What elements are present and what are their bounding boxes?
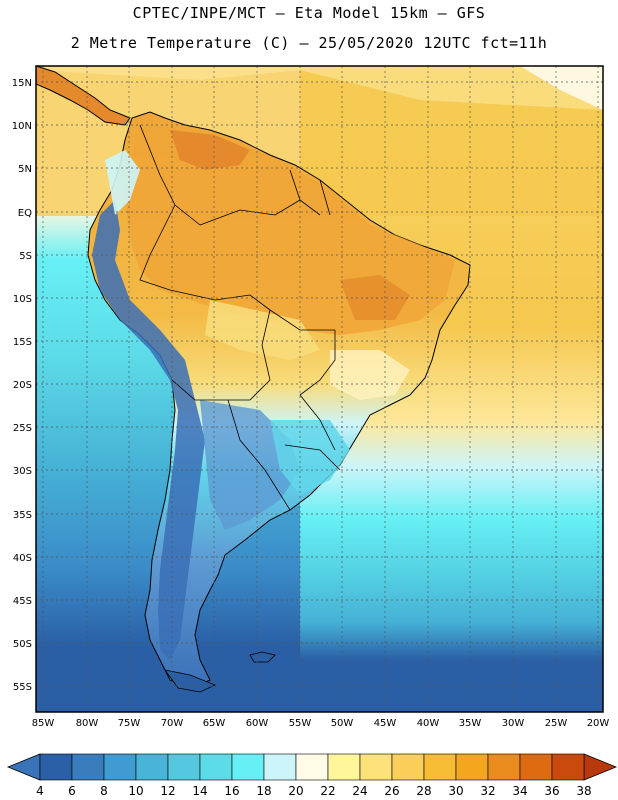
longitude-axis: 85W 80W 75W 70W 65W 60W 55W 50W 45W 40W …: [32, 718, 610, 729]
colorbar-label: 14: [192, 784, 207, 798]
colorbar-cell: [71, 753, 105, 781]
lat-tick: 10N: [12, 121, 32, 132]
colorbar-cell: [359, 753, 393, 781]
lon-tick: 80W: [76, 718, 99, 729]
lat-tick: EQ: [18, 208, 32, 219]
colorbar-label: 34: [512, 784, 527, 798]
colorbar-label: 22: [320, 784, 335, 798]
map-title-line2: 2 Metre Temperature (C) – 25/05/2020 12U…: [70, 34, 548, 52]
colorbar-cell: [39, 753, 73, 781]
lat-tick: 40S: [13, 553, 32, 564]
colorbar-cell: [263, 753, 297, 781]
lon-tick: 30W: [502, 718, 525, 729]
colorbar-cell: [295, 753, 329, 781]
falkland-islands: [249, 651, 276, 663]
lat-tick: 15N: [12, 78, 32, 89]
colorbar-high-arrow: [583, 753, 618, 781]
colorbar-cell: [167, 753, 201, 781]
lon-tick: 55W: [289, 718, 312, 729]
colorbar-cell: [103, 753, 137, 781]
colorbar-cell: [199, 753, 233, 781]
colorbar-cell: [423, 753, 457, 781]
tierra-del-fuego: [164, 669, 217, 693]
lon-tick: 85W: [32, 718, 55, 729]
colorbar-label: 6: [68, 784, 76, 798]
lat-tick: 50S: [13, 639, 32, 650]
colorbar-label: 20: [288, 784, 303, 798]
map-area: [36, 66, 603, 712]
lon-tick: 20W: [587, 718, 610, 729]
lon-tick: 50W: [331, 718, 354, 729]
colorbar-cell: [487, 753, 521, 781]
colorbar-cell: [391, 753, 425, 781]
colorbar-label: 36: [544, 784, 559, 798]
lon-tick: 70W: [161, 718, 184, 729]
lat-tick: 55S: [13, 682, 32, 693]
lat-tick: 25S: [13, 423, 32, 434]
colorbar-label: 18: [256, 784, 271, 798]
lon-tick: 35W: [459, 718, 482, 729]
lon-tick: 65W: [203, 718, 226, 729]
colorbar-cell: [327, 753, 361, 781]
lon-tick: 60W: [246, 718, 269, 729]
map-title-line1: CPTEC/INPE/MCT – Eta Model 15km – GFS: [132, 4, 486, 22]
colorbar-cell: [455, 753, 489, 781]
lon-tick: 25W: [545, 718, 568, 729]
colorbar-label: 30: [448, 784, 463, 798]
lat-tick: 10S: [13, 294, 32, 305]
map-frame: [35, 65, 604, 713]
country-borders: [139, 124, 341, 511]
colorbar-label: 8: [100, 784, 108, 798]
lat-tick: 30S: [13, 466, 32, 477]
colorbar-cell: [519, 753, 553, 781]
lat-tick: 5S: [19, 251, 32, 262]
colorbar-label: 4: [36, 784, 44, 798]
colorbar-cell: [135, 753, 169, 781]
colorbar-label: 24: [352, 784, 367, 798]
colorbar-label: 38: [576, 784, 591, 798]
latitude-axis: 15N 10N 5N EQ 5S 10S 15S 20S 25S 30S 35S…: [12, 78, 32, 693]
colorbar-cell: [231, 753, 265, 781]
colorbar-low-arrow: [6, 753, 41, 781]
colorbar-label: 16: [224, 784, 239, 798]
colorbar-label: 32: [480, 784, 495, 798]
colorbar-cell: [551, 753, 585, 781]
lat-tick: 45S: [13, 596, 32, 607]
colorbar-label: 26: [384, 784, 399, 798]
lat-tick: 35S: [13, 510, 32, 521]
central-america-land: [36, 66, 131, 126]
colorbar-label: 10: [128, 784, 143, 798]
lon-tick: 75W: [118, 718, 141, 729]
colorbar-label: 12: [160, 784, 175, 798]
colorbar-label: 28: [416, 784, 431, 798]
temperature-colorbar: 4 6 8 10 12 14 16 18 20 22 24 26 28 30 32 34 36 38: [6, 753, 618, 798]
lon-tick: 40W: [417, 718, 440, 729]
lat-tick: 15S: [13, 337, 32, 348]
lat-tick: 5N: [18, 164, 32, 175]
lat-tick: 20S: [13, 380, 32, 391]
andes-region: [92, 200, 205, 660]
lon-tick: 45W: [374, 718, 397, 729]
